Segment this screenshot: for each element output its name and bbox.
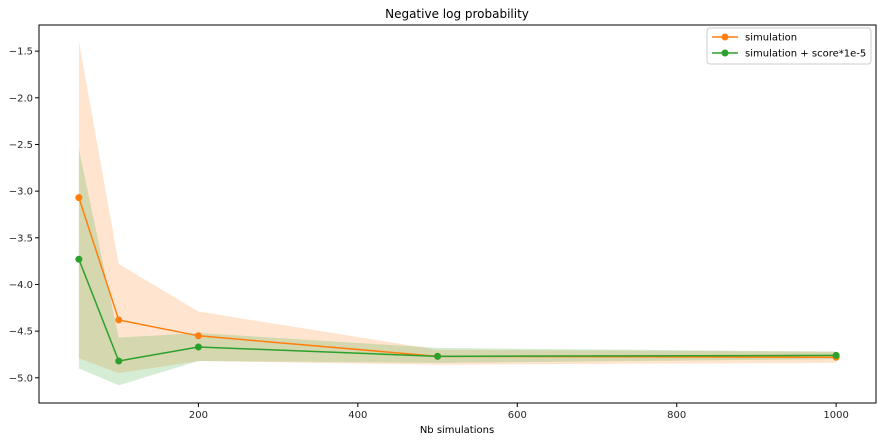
point-series-0-2	[194, 332, 202, 340]
band-series-1	[78, 149, 837, 386]
point-series-0-0	[75, 194, 83, 202]
x-tick-label: 600	[508, 410, 527, 421]
band-series-0	[78, 40, 837, 374]
legend-marker-1	[721, 49, 729, 57]
x-tick-label: 800	[667, 410, 686, 421]
y-tick-label: −2.0	[9, 93, 33, 104]
point-series-1-1	[115, 357, 123, 365]
x-tick-label: 1000	[823, 410, 848, 421]
point-series-1-3	[434, 352, 442, 360]
legend: simulation simulation + score*1e-5	[706, 27, 872, 65]
legend-label-1: simulation + score*1e-5	[745, 49, 866, 60]
y-axis-ticks: −5.0 −4.5 −4.0 −3.5 −3.0 −2.5 −2.0 −1.5	[9, 47, 39, 384]
legend-marker-0	[721, 33, 729, 41]
point-series-1-0	[75, 255, 83, 263]
legend-box	[706, 27, 872, 65]
y-tick-label: −2.5	[9, 140, 33, 151]
plot-frame	[38, 24, 877, 404]
x-tick-label: 400	[348, 410, 367, 421]
x-axis-ticks: 200 400 600 800 1000	[189, 403, 849, 421]
point-series-0-1	[115, 316, 123, 324]
chart-title: Negative log probability	[385, 7, 529, 21]
legend-label-0: simulation	[745, 33, 797, 44]
y-tick-label: −3.0	[9, 187, 33, 198]
y-tick-label: −3.5	[9, 233, 33, 244]
series-points	[75, 194, 840, 365]
point-series-1-2	[194, 343, 202, 351]
y-tick-label: −4.0	[9, 280, 33, 291]
point-series-1-4	[832, 351, 840, 359]
x-axis-label: Nb simulations	[420, 425, 494, 436]
y-tick-label: −4.5	[9, 327, 33, 338]
y-tick-label: −1.5	[9, 47, 33, 58]
x-tick-label: 200	[189, 410, 208, 421]
y-tick-label: −5.0	[9, 373, 33, 384]
confidence-bands	[78, 40, 837, 386]
